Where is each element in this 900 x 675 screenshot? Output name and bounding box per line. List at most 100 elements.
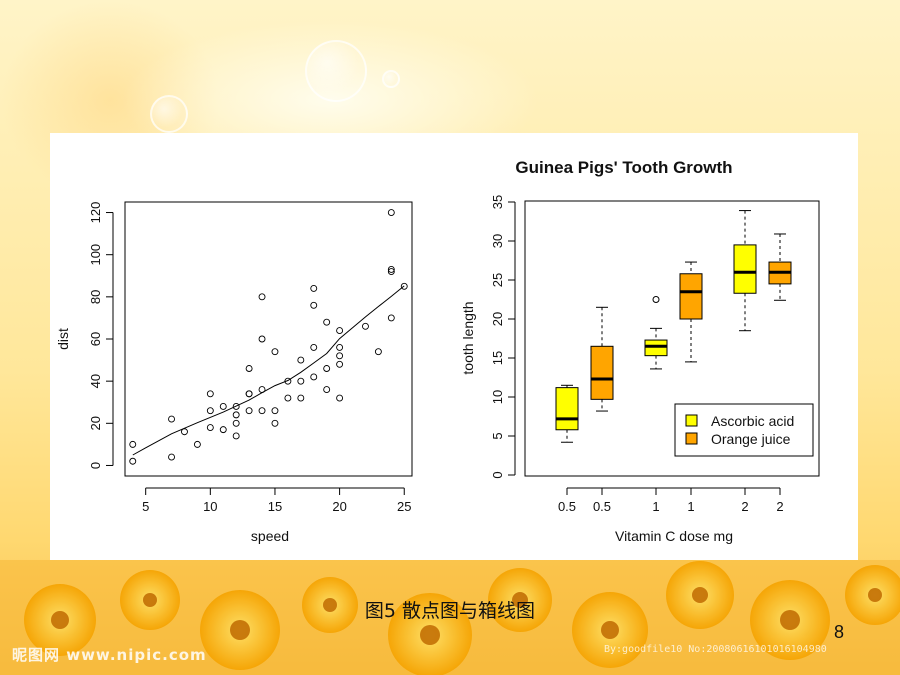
chart-panel: 5 10 15 20 25 0 20 40 60 80 100 120 speed dist Gui…: [50, 133, 858, 560]
scatter-point: [232, 402, 240, 410]
scatter-point: [310, 284, 318, 292]
box-group: [679, 261, 703, 363]
scatter-points: [129, 209, 408, 465]
scatter-point: [206, 407, 214, 415]
watermark-right: By:goodfile10 No:20080616101016104980: [604, 644, 827, 655]
scatter-point: [219, 426, 227, 434]
scatter-point: [232, 419, 240, 427]
scatter-point: [219, 402, 227, 410]
legend-swatch-ascorbic: [685, 414, 698, 427]
scatter-x-tick-label: 20: [332, 499, 346, 514]
scatter-y-axis: 0 20 40 60 80 100 120: [88, 202, 114, 469]
scatter-y-label: dist: [55, 328, 71, 350]
box-y-tick-label: 20: [490, 312, 505, 326]
box-x-tick-label: 1: [652, 499, 659, 514]
box-group: [555, 384, 579, 443]
scatter-plot: 5 10 15 20 25 0 20 40 60 80 100 120 speed dist: [55, 201, 413, 544]
scatter-point: [245, 365, 253, 372]
scatter-x-tick-label: 5: [142, 499, 149, 514]
box-plot: Guinea Pigs' Tooth Growth 0 5 10 15 20 25 30 35…: [460, 158, 820, 544]
box-y-tick-label: 5: [490, 432, 505, 439]
box-group: [768, 233, 792, 301]
scatter-y-tick-label: 100: [88, 244, 103, 266]
scatter-x-tick-label: 15: [268, 499, 282, 514]
box-group: [733, 210, 757, 332]
bubble-decoration: [305, 40, 367, 102]
scatter-point: [387, 265, 395, 273]
bubble-decoration: [150, 95, 188, 133]
box-x-tick-label: 2: [741, 499, 748, 514]
scatter-x-tick-label: 10: [203, 499, 217, 514]
scatter-point: [284, 377, 292, 385]
box-y-tick-label: 15: [490, 351, 505, 365]
scatter-point: [284, 394, 292, 402]
scatter-y-tick-label: 120: [88, 202, 103, 224]
scatter-point: [336, 343, 344, 351]
box-x-tick-label: 1: [687, 499, 694, 514]
scatter-point: [387, 268, 395, 276]
box-series: [555, 210, 792, 443]
box-body: [590, 345, 614, 400]
scatter-y-tick-label: 20: [88, 416, 103, 430]
watermark-left: 昵图网 www.nipic.com: [12, 646, 207, 664]
legend-swatch-orange: [685, 432, 698, 445]
scatter-point: [271, 348, 279, 356]
scatter-point: [297, 377, 305, 385]
scatter-x-label: speed: [251, 528, 289, 544]
box-plot-title: Guinea Pigs' Tooth Growth: [515, 158, 732, 177]
scatter-y-tick-label: 0: [88, 462, 103, 469]
box-x-tick-label: 0.5: [593, 499, 611, 514]
box-y-tick-label: 25: [490, 273, 505, 287]
box-body: [733, 244, 757, 294]
flower-decoration: [0, 560, 900, 675]
legend-box: [674, 403, 814, 457]
scatter-point: [400, 282, 408, 290]
scatter-point: [297, 394, 305, 402]
box-y-axis: 0 5 10 15 20 25 30 35: [490, 195, 516, 479]
scatter-x-axis: 5 10 15 20 25: [142, 487, 411, 514]
box-outlier: [652, 296, 660, 303]
scatter-point: [323, 365, 331, 372]
scatter-point: [336, 352, 344, 360]
box-y-label: tooth length: [460, 301, 476, 374]
box-body: [555, 387, 579, 431]
legend-label-ascorbic: Ascorbic acid: [711, 413, 794, 429]
box-group: [644, 296, 668, 370]
legend: Ascorbic acid Orange juice: [674, 403, 814, 457]
box-y-tick-label: 0: [490, 471, 505, 478]
scatter-point: [310, 373, 318, 381]
scatter-point: [206, 424, 214, 431]
box-y-tick-label: 10: [490, 390, 505, 404]
scatter-point: [232, 411, 240, 419]
scatter-point: [387, 209, 395, 216]
scatter-point: [245, 407, 253, 415]
box-y-tick-label: 30: [490, 234, 505, 248]
scatter-point: [271, 419, 279, 427]
scatter-point: [297, 356, 305, 364]
scatter-point: [245, 390, 253, 398]
scatter-point: [336, 394, 344, 402]
scatter-point: [271, 407, 279, 415]
box-x-tick-label: 0.5: [558, 499, 576, 514]
scatter-point: [387, 314, 395, 322]
box-frame: [524, 200, 820, 477]
scatter-point: [310, 301, 318, 309]
scatter-point: [258, 335, 266, 343]
box-body: [644, 339, 668, 357]
scatter-y-tick-label: 80: [88, 290, 103, 304]
box-y-tick-label: 35: [490, 195, 505, 209]
scatter-point: [374, 348, 382, 356]
scatter-smooth-line: [132, 285, 405, 456]
scatter-point: [323, 386, 331, 394]
scatter-point: [323, 318, 331, 326]
scatter-y-tick-label: 40: [88, 374, 103, 388]
box-x-axis: 0.5 0.5 1 1 2 2: [558, 487, 784, 514]
box-body: [679, 273, 703, 320]
bubble-decoration: [382, 70, 400, 88]
scatter-point: [336, 360, 344, 368]
scatter-point: [168, 415, 175, 423]
scatter-point: [362, 322, 369, 330]
scatter-point: [258, 386, 266, 394]
scatter-point: [258, 293, 266, 301]
